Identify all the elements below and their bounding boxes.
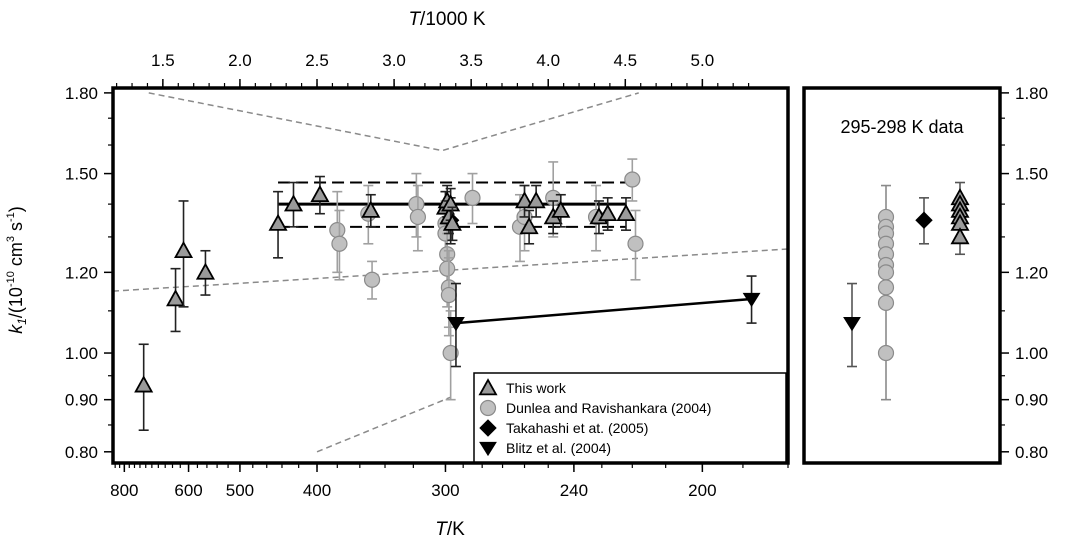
data-point-circle: [329, 222, 346, 239]
side-data-point-circle: [877, 264, 895, 281]
data-point-circle: [440, 286, 458, 304]
data-point-circle: [464, 189, 481, 206]
legend-box: [473, 372, 787, 463]
legend-label: Dunlea and Ravishankara (2004): [506, 400, 711, 416]
data-point-triangle-up: [166, 289, 186, 307]
side-y-tick-label: 1.00: [1015, 344, 1048, 363]
side-y-tick-label: 1.80: [1015, 84, 1048, 103]
top-x-axis-title: T/1000 K: [408, 9, 485, 30]
y-axis-title: k1/(10-10 cm3 s-1): [5, 206, 29, 334]
side-panel-title: 295-298 K data: [840, 117, 964, 137]
side-plot-frame: [802, 86, 1002, 465]
data-point-triangle-down: [447, 316, 465, 332]
side-y-tick-label: 0.80: [1015, 443, 1048, 462]
x-tick-label: 800: [110, 481, 138, 500]
data-point-triangle-up: [551, 200, 571, 218]
x-axis-title: T/K: [435, 519, 465, 540]
y-tick-label: 0.90: [65, 391, 98, 410]
x-tick-label: 200: [688, 481, 716, 500]
x-tick-label: 240: [560, 481, 588, 500]
x-tick-label: 500: [226, 481, 254, 500]
x-tick-label: 400: [303, 481, 331, 500]
main-plot-frame: [111, 86, 790, 465]
x2-tick-label: 3.0: [382, 51, 406, 70]
data-point-triangle-down: [742, 292, 761, 308]
guide-line-bottom: [316, 396, 451, 453]
data-point-circle: [409, 208, 427, 226]
data-point-circle: [624, 171, 641, 188]
y-tick-label: 1.80: [65, 84, 98, 103]
side-data-point-circle: [877, 344, 895, 362]
blitz-series-line: [455, 297, 752, 325]
x2-tick-label: 3.5: [459, 51, 483, 70]
side-y-tick-label: 1.50: [1015, 165, 1048, 184]
side-data-point-triangle-down: [843, 316, 861, 332]
data-point-circle: [627, 235, 644, 252]
data-point-triangle-up: [526, 191, 546, 209]
x2-tick-label: 1.5: [151, 51, 175, 70]
legend-marker-triangle-down: [479, 441, 497, 457]
data-point-triangle-up: [283, 194, 304, 212]
legend-label: Blitz et al. (2004): [506, 440, 611, 456]
guide-line-middle: [112, 248, 789, 292]
x2-tick-label: 5.0: [691, 51, 715, 70]
x2-tick-label: 4.5: [613, 51, 637, 70]
data-point-triangle-up: [598, 203, 618, 222]
side-y-tick-label: 0.90: [1015, 391, 1048, 410]
side-y-tick-label: 1.20: [1015, 263, 1048, 282]
side-data-point-circle: [877, 294, 895, 311]
data-point-triangle-up: [514, 191, 535, 209]
data-point-circle: [439, 260, 456, 277]
data-point-triangle-up: [195, 262, 215, 280]
side-data-point-triangle-up: [950, 227, 970, 245]
data-point-triangle-up: [442, 213, 462, 231]
side-data-point-circle: [877, 279, 895, 296]
data-point-triangle-up: [361, 200, 381, 218]
legend-marker-triangle-up: [478, 378, 498, 396]
main-plot-panel: 800 600 500 400 300 240 200 1.5 2.0 2.5 3.0 3.5 4.0 4…: [65, 51, 790, 500]
x2-tick-label: 4.0: [536, 51, 560, 70]
x-tick-label: 300: [431, 481, 459, 500]
y-tick-label: 1.50: [65, 165, 98, 184]
legend: This work Dunlea and Ravishankara (2004) T…: [473, 372, 787, 463]
legend-label: This work: [506, 380, 567, 396]
legend-marker-circle: [479, 399, 497, 417]
side-plot-panel: 0.80 0.90 1.00 1.20 1.50 1.80: [802, 84, 1048, 465]
data-point-triangle-up: [173, 240, 194, 259]
data-point-triangle-up: [616, 203, 636, 222]
y-tick-label: 0.80: [65, 443, 98, 462]
side-data-point-diamond: [915, 211, 933, 229]
data-point-circle: [331, 235, 348, 252]
x-tick-label: 600: [174, 481, 202, 500]
legend-label: Takahashi et at. (2005): [506, 420, 648, 436]
data-point-circle: [363, 271, 381, 288]
x2-tick-label: 2.0: [228, 51, 252, 70]
data-point-circle: [442, 344, 459, 362]
guide-line-top: [148, 92, 639, 152]
data-point-triangle-up: [519, 216, 539, 235]
legend-marker-diamond: [479, 419, 497, 437]
data-point-triangle-up: [134, 375, 154, 393]
data-point-triangle-up: [310, 184, 330, 203]
y-tick-label: 1.20: [65, 263, 98, 282]
x2-tick-label: 2.5: [305, 51, 329, 70]
y-tick-label: 1.00: [65, 344, 98, 363]
data-point-triangle-up: [268, 213, 288, 231]
